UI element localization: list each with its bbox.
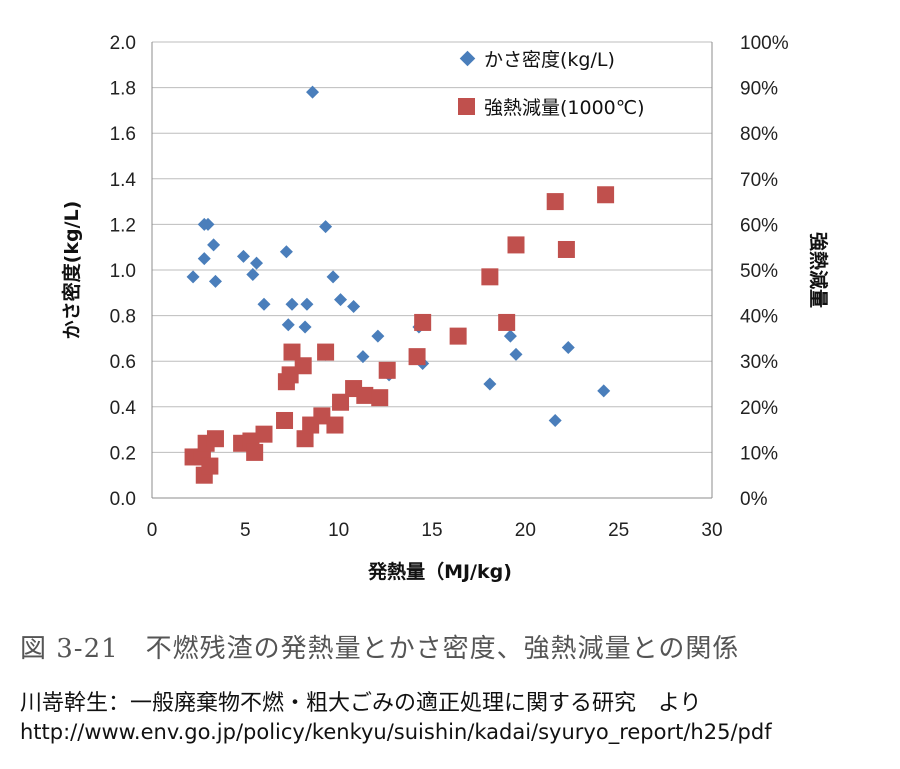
ignition-loss-point	[557, 240, 575, 258]
bulk-density-point	[257, 297, 271, 311]
bulk-density-point	[281, 318, 295, 332]
x-axis-title: 発熱量（MJ/kg)	[367, 560, 512, 583]
ignition-loss-point	[332, 393, 350, 411]
legend-label-ignition-loss: 強熱減量(1000℃)	[484, 97, 645, 119]
y-left-tick-label: 1.8	[110, 79, 136, 100]
y-left-tick-label: 1.4	[110, 170, 137, 191]
y-right-tick-label: 80%	[740, 124, 778, 145]
x-tick-label: 5	[240, 520, 251, 541]
ignition-loss-point	[597, 186, 615, 204]
y-axis-left-title: かさ密度(kg/L)	[60, 201, 83, 340]
bulk-density-point	[306, 85, 320, 99]
bulk-density-point	[279, 245, 293, 259]
bulk-density-point	[326, 270, 340, 284]
y-left-tick-label: 1.0	[110, 261, 136, 282]
scatter-chart: 0.0 0.2 0.4 0.6 0.8 1.0 1.2 1.4 1.6 1.8 2.0 0% 10% 20…	[60, 33, 830, 583]
ignition-loss-point	[414, 313, 432, 331]
y-axis-right-title: 強熱減量	[807, 232, 830, 308]
y-left-tick-label: 1.6	[110, 124, 136, 145]
y-left-tick-label: 0.0	[110, 489, 136, 510]
y-left-tick-label: 2.0	[110, 33, 136, 54]
bulk-density-point	[236, 249, 250, 263]
y-right-tick-label: 50%	[740, 261, 778, 282]
bulk-density-point	[503, 329, 517, 343]
tick-labels: 0.0 0.2 0.4 0.6 0.8 1.0 1.2 1.4 1.6 1.8 2.0 0% 10% 20…	[110, 33, 789, 541]
y-left-tick-label: 0.2	[110, 443, 136, 464]
ignition-loss-point	[326, 416, 344, 434]
ignition-loss-point	[507, 236, 525, 254]
ignition-loss-point	[378, 361, 396, 379]
ignition-loss-point	[283, 343, 301, 361]
bulk-density-point	[201, 217, 215, 231]
gridlines	[151, 41, 713, 499]
y-left-tick-label: 0.4	[110, 398, 137, 419]
x-tick-label: 0	[147, 520, 158, 541]
y-right-tick-label: 100%	[740, 33, 789, 54]
bulk-density-point	[300, 297, 314, 311]
ignition-loss-point	[313, 407, 331, 425]
ignition-loss-point	[546, 193, 564, 211]
bulk-density-point	[285, 297, 299, 311]
bulk-density-point	[207, 238, 221, 252]
ignition-loss-point	[296, 430, 314, 448]
y-right-tick-label: 60%	[740, 215, 778, 236]
legend-square-marker	[458, 98, 475, 115]
y-right-tick-label: 10%	[740, 443, 778, 464]
ignition-loss-point	[371, 389, 389, 407]
ignition-loss-point	[481, 268, 499, 286]
bulk-density-point	[597, 384, 611, 398]
ignition-loss-point	[276, 411, 294, 429]
legend: かさ密度(kg/L) 強熱減量(1000℃)	[458, 49, 645, 119]
data-points	[184, 85, 615, 484]
bulk-density-point	[356, 350, 370, 364]
bulk-density-point	[197, 252, 211, 266]
figure-caption: 図 3-21 不燃残渣の発熱量とかさ密度、強熱減量との関係	[20, 634, 740, 664]
bulk-density-point	[246, 268, 260, 282]
y-left-tick-label: 1.2	[110, 215, 136, 236]
bulk-density-point	[334, 293, 348, 307]
bulk-density-point	[250, 256, 264, 270]
x-tick-label: 30	[701, 520, 722, 541]
bulk-density-point	[319, 220, 333, 234]
ignition-loss-point	[246, 443, 264, 461]
source-url: http://www.env.go.jp/policy/kenkyu/suish…	[20, 720, 772, 744]
legend-label-bulk-density: かさ密度(kg/L)	[484, 49, 615, 71]
ignition-loss-point	[498, 313, 516, 331]
y-right-tick-label: 40%	[740, 307, 778, 328]
y-right-tick-label: 70%	[740, 170, 778, 191]
ignition-loss-point	[255, 425, 273, 443]
legend-diamond-marker	[459, 50, 476, 67]
bulk-density-point	[483, 377, 497, 391]
x-tick-label: 20	[515, 520, 536, 541]
bulk-density-point	[186, 270, 200, 284]
ignition-loss-point	[294, 357, 312, 375]
x-tick-label: 10	[328, 520, 349, 541]
ignition-loss-point	[356, 386, 374, 404]
source-citation: 川嵜幹生：一般廃棄物不燃・粗大ごみの適正処理に関する研究 より	[20, 691, 702, 716]
bulk-density-point	[298, 320, 312, 334]
ignition-loss-point	[281, 366, 299, 384]
y-right-tick-label: 0%	[740, 489, 768, 510]
ignition-loss-point	[317, 343, 335, 361]
x-tick-label: 25	[608, 520, 629, 541]
y-right-tick-label: 90%	[740, 79, 778, 100]
ignition-loss-point	[201, 457, 219, 475]
ignition-loss-point	[449, 327, 467, 345]
y-left-tick-label: 0.8	[110, 307, 136, 328]
ignition-loss-point	[408, 348, 426, 366]
bulk-density-point	[371, 329, 385, 343]
bulk-density-point	[548, 413, 562, 427]
ignition-loss-point	[206, 430, 224, 448]
bulk-density-point	[347, 299, 361, 313]
y-right-tick-label: 30%	[740, 352, 778, 373]
y-right-tick-label: 20%	[740, 398, 778, 419]
x-tick-label: 15	[421, 520, 442, 541]
bulk-density-point	[208, 274, 222, 288]
y-left-tick-label: 0.6	[110, 352, 136, 373]
bulk-density-point	[561, 341, 575, 355]
bulk-density-point	[509, 347, 523, 361]
